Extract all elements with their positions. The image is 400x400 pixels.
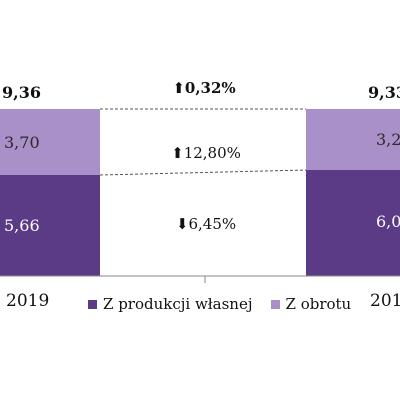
up-arrow-icon: ⬆ bbox=[171, 144, 184, 162]
bar-2019-own-production bbox=[0, 175, 100, 276]
change-own-production-value: 6,45% bbox=[188, 215, 237, 233]
x-tick-label-2019: 2019 bbox=[6, 291, 50, 311]
change-trade: ⬆12,80% bbox=[171, 144, 241, 162]
value-label-2018-trade: 3,28 bbox=[376, 130, 400, 149]
connector-mid-line bbox=[99, 169, 307, 176]
x-tick-label-2018: 201 bbox=[370, 291, 400, 311]
legend: Z produkcji własnej Z obrotu bbox=[88, 295, 369, 313]
down-arrow-icon: ⬇ bbox=[175, 215, 189, 233]
legend-swatch-own-production bbox=[88, 299, 97, 309]
bar-2018-trade bbox=[306, 109, 400, 170]
change-total-value: 0,32% bbox=[184, 79, 236, 97]
legend-item-trade: Z obrotu bbox=[270, 295, 352, 313]
legend-label-trade: Z obrotu bbox=[285, 295, 352, 313]
up-arrow-icon: ⬆ bbox=[172, 79, 185, 97]
total-label-2018: 9,33 bbox=[368, 83, 400, 102]
legend-label-own-production: Z produkcji własnej bbox=[103, 295, 253, 313]
bar-2018-own-production bbox=[306, 170, 400, 276]
legend-item-own-production: Z produkcji własnej bbox=[88, 295, 253, 313]
change-trade-value: 12,80% bbox=[183, 144, 241, 162]
value-label-2018-own-production: 6,05 bbox=[376, 212, 400, 231]
total-label-2019: 9,36 bbox=[2, 83, 41, 102]
change-own-production: ⬇6,45% bbox=[176, 215, 236, 233]
value-label-2019-own-production: 5,66 bbox=[4, 216, 40, 235]
value-label-2019-trade: 3,70 bbox=[4, 133, 40, 152]
legend-swatch-trade bbox=[270, 299, 280, 309]
bar-2019-trade bbox=[0, 109, 100, 175]
change-total: ⬆0,32% bbox=[172, 79, 235, 97]
